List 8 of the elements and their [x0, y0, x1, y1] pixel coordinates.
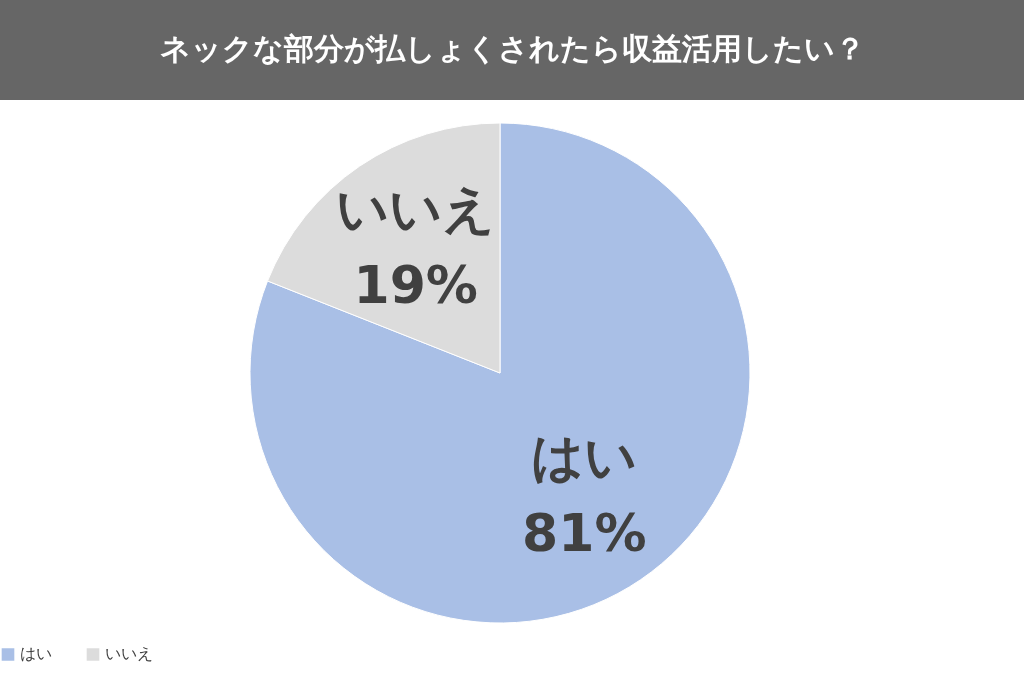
data-label: 19%: [353, 254, 478, 315]
legend-label: はい: [20, 644, 52, 664]
legend-label: いいえ: [105, 644, 153, 664]
slice-label: いいえ: [336, 178, 496, 239]
pie-slice: [249, 122, 751, 624]
data-label: 81%: [522, 503, 647, 564]
chart-title: ネックな部分が払しょくされたら収益活用したい？: [159, 31, 865, 66]
slice-label: はい: [531, 427, 638, 488]
